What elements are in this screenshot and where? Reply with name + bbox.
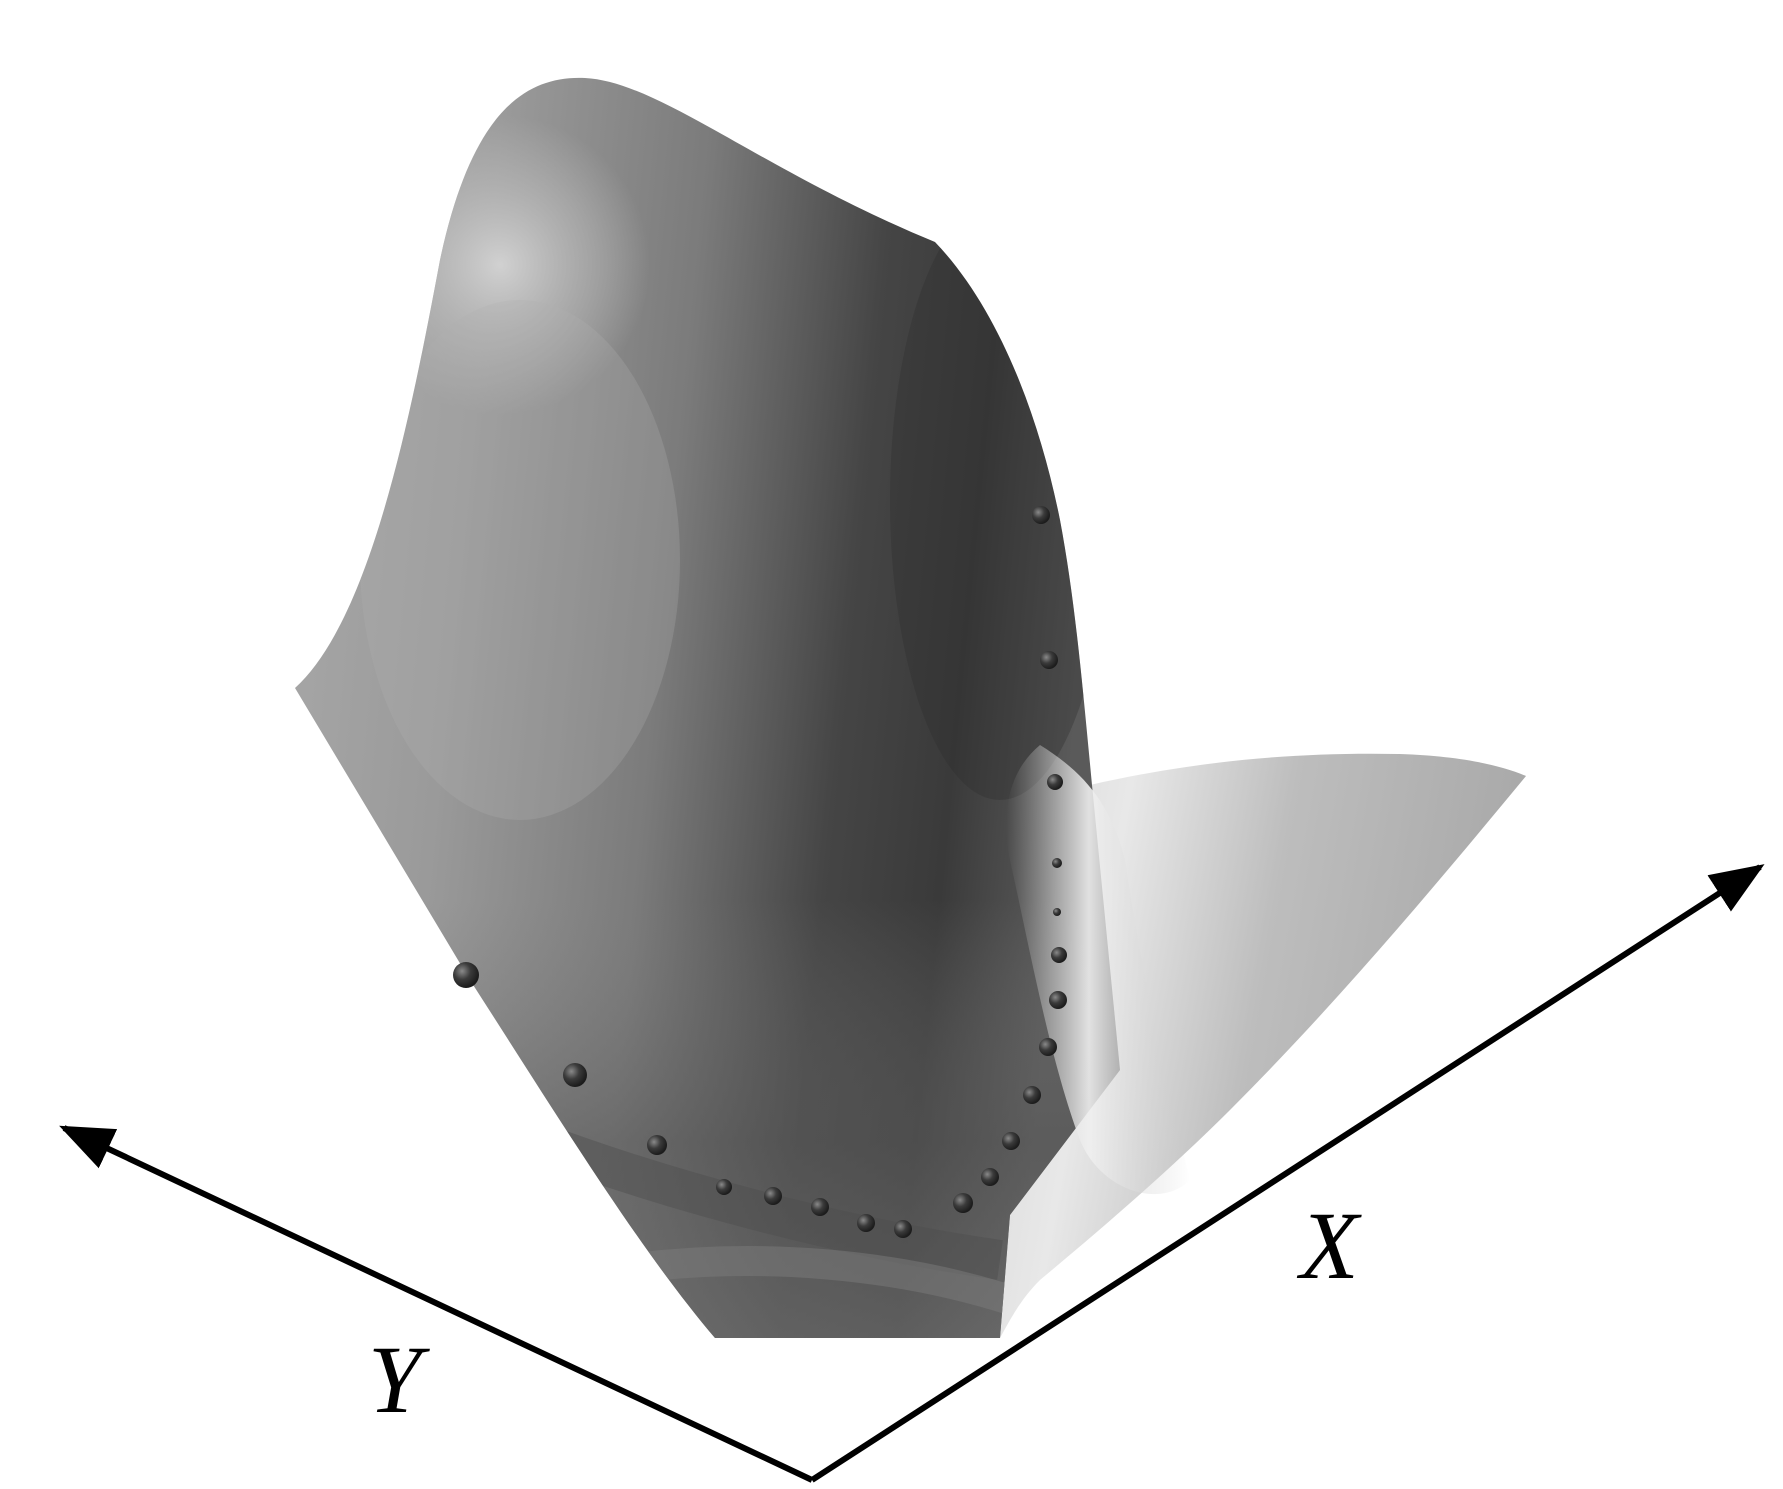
data-markers [453, 506, 1067, 1238]
surface-valley-ridge [1006, 745, 1190, 1195]
marker [1052, 858, 1062, 868]
marker [1039, 1038, 1057, 1056]
marker [857, 1214, 875, 1232]
y-axis-arrow [59, 1125, 814, 1483]
marker [1053, 908, 1061, 916]
x-axis-arrow [810, 864, 1765, 1483]
marker [1002, 1132, 1020, 1150]
marker [953, 1193, 973, 1213]
marker [1040, 651, 1058, 669]
marker [1047, 774, 1063, 790]
y-axis-label: Y [368, 1326, 430, 1433]
marker [647, 1135, 667, 1155]
marker [563, 1063, 587, 1087]
marker [1049, 991, 1067, 1009]
marker [716, 1179, 732, 1195]
marker [894, 1220, 912, 1238]
marker [981, 1168, 999, 1186]
surface-right-wing [1000, 753, 1526, 1338]
marker [1051, 947, 1067, 963]
marker [1023, 1086, 1041, 1104]
x-axis-label: X [1296, 1192, 1362, 1299]
marker [1032, 506, 1050, 524]
marker [453, 962, 479, 988]
marker [811, 1198, 829, 1216]
marker [764, 1187, 782, 1205]
